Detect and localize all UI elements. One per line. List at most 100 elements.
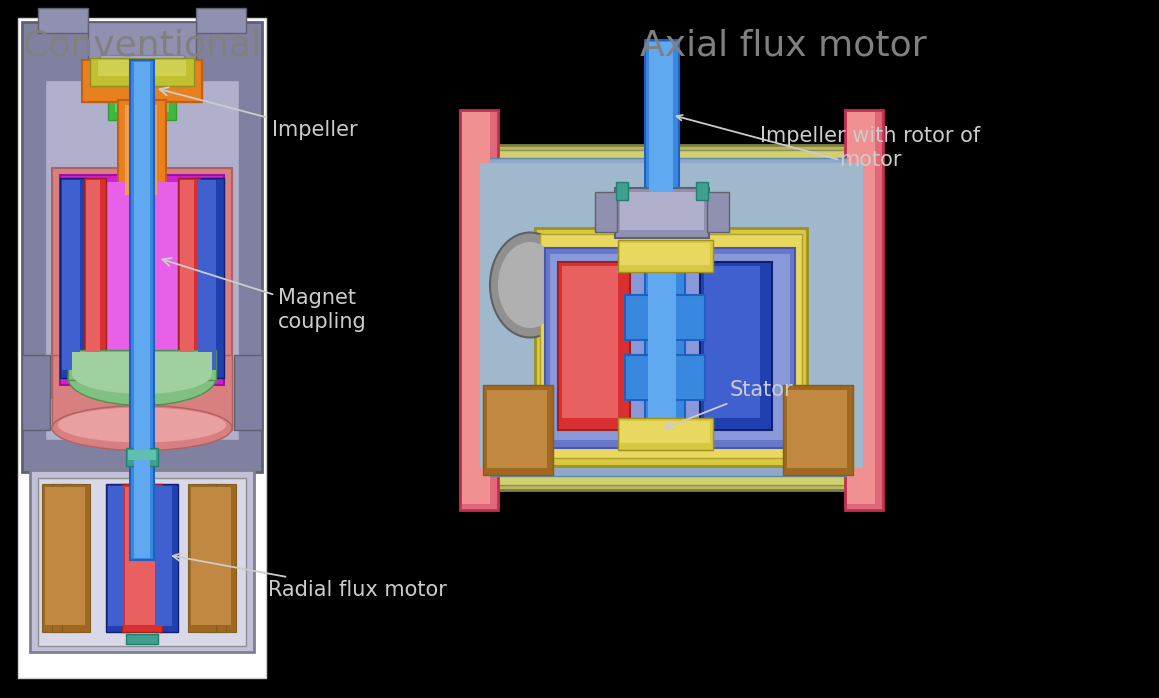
Bar (52, 355, 232, 430)
Bar (178, 178, 201, 378)
Ellipse shape (498, 242, 562, 328)
Bar (126, 634, 158, 644)
Bar (30, 470, 254, 652)
Bar (845, 110, 883, 510)
Bar (92, 62, 192, 87)
Bar (65, 487, 85, 625)
Bar (82, 77, 202, 102)
Text: Stator: Stator (664, 380, 794, 429)
Bar (42, 484, 70, 632)
Bar (557, 262, 630, 430)
Bar (475, 158, 868, 476)
Bar (551, 254, 790, 440)
Ellipse shape (490, 232, 570, 338)
Bar (618, 418, 713, 450)
Bar (545, 248, 795, 448)
Bar (191, 487, 211, 625)
Bar (108, 486, 124, 626)
Text: Axial flux motor: Axial flux motor (640, 28, 927, 62)
Bar (125, 105, 156, 195)
Bar (648, 248, 676, 438)
Bar (562, 266, 618, 418)
Bar (471, 150, 875, 485)
Text: Impeller: Impeller (160, 87, 358, 140)
Bar (618, 240, 713, 272)
Bar (201, 487, 221, 625)
Bar (700, 262, 772, 430)
Bar (620, 243, 710, 265)
Bar (487, 390, 547, 468)
Bar (615, 182, 628, 200)
Bar (483, 385, 553, 475)
Bar (52, 484, 80, 632)
Bar (75, 182, 209, 372)
Bar (68, 350, 216, 380)
Bar (154, 484, 178, 632)
Bar (156, 486, 172, 626)
Bar (99, 60, 185, 76)
Bar (787, 390, 847, 468)
Bar (211, 487, 231, 625)
Bar (697, 182, 708, 200)
Bar (61, 180, 80, 370)
Bar (620, 192, 704, 230)
Bar (134, 62, 150, 558)
Bar (60, 175, 224, 385)
Bar (625, 355, 705, 400)
Text: Magnet
coupling: Magnet coupling (162, 258, 366, 332)
Bar (188, 484, 216, 632)
Bar (196, 178, 224, 378)
Bar (118, 100, 166, 280)
Bar (105, 484, 130, 632)
Bar (83, 178, 105, 378)
Ellipse shape (68, 350, 216, 406)
Bar (625, 295, 705, 340)
Bar (130, 60, 154, 560)
Bar (540, 234, 802, 458)
Bar (122, 484, 162, 632)
Bar (90, 77, 194, 95)
Bar (108, 100, 176, 120)
Bar (196, 8, 246, 33)
Bar (198, 180, 216, 370)
Ellipse shape (72, 354, 212, 394)
Bar (72, 352, 212, 372)
Bar (126, 448, 158, 466)
Bar (234, 355, 262, 430)
Bar (707, 192, 729, 232)
Bar (620, 421, 710, 443)
Bar (704, 266, 760, 418)
Bar (462, 112, 490, 504)
Bar (82, 60, 202, 102)
Bar (198, 484, 226, 632)
Bar (646, 245, 685, 445)
Bar (125, 487, 155, 625)
Bar (649, 42, 673, 220)
Bar (615, 188, 709, 238)
Bar (847, 112, 875, 504)
Bar (22, 22, 262, 472)
Text: Impeller with rotor of
motor: Impeller with rotor of motor (760, 126, 981, 170)
Bar (90, 58, 194, 86)
Text: Radial flux motor: Radial flux motor (173, 554, 447, 600)
Ellipse shape (58, 408, 226, 443)
Bar (480, 163, 863, 468)
Bar (595, 192, 617, 232)
Bar (19, 18, 267, 678)
Bar (100, 55, 184, 80)
Bar (646, 40, 679, 225)
Bar (465, 145, 880, 490)
Bar (180, 180, 194, 370)
Bar (88, 22, 196, 62)
Bar (460, 110, 498, 510)
Bar (61, 484, 90, 632)
Bar (38, 8, 88, 33)
Bar (54, 487, 75, 625)
Bar (60, 178, 88, 378)
Ellipse shape (52, 406, 232, 450)
Bar (535, 228, 807, 466)
Bar (115, 100, 169, 112)
Text: Conventional: Conventional (23, 28, 261, 62)
Bar (127, 450, 156, 460)
Bar (38, 478, 246, 646)
